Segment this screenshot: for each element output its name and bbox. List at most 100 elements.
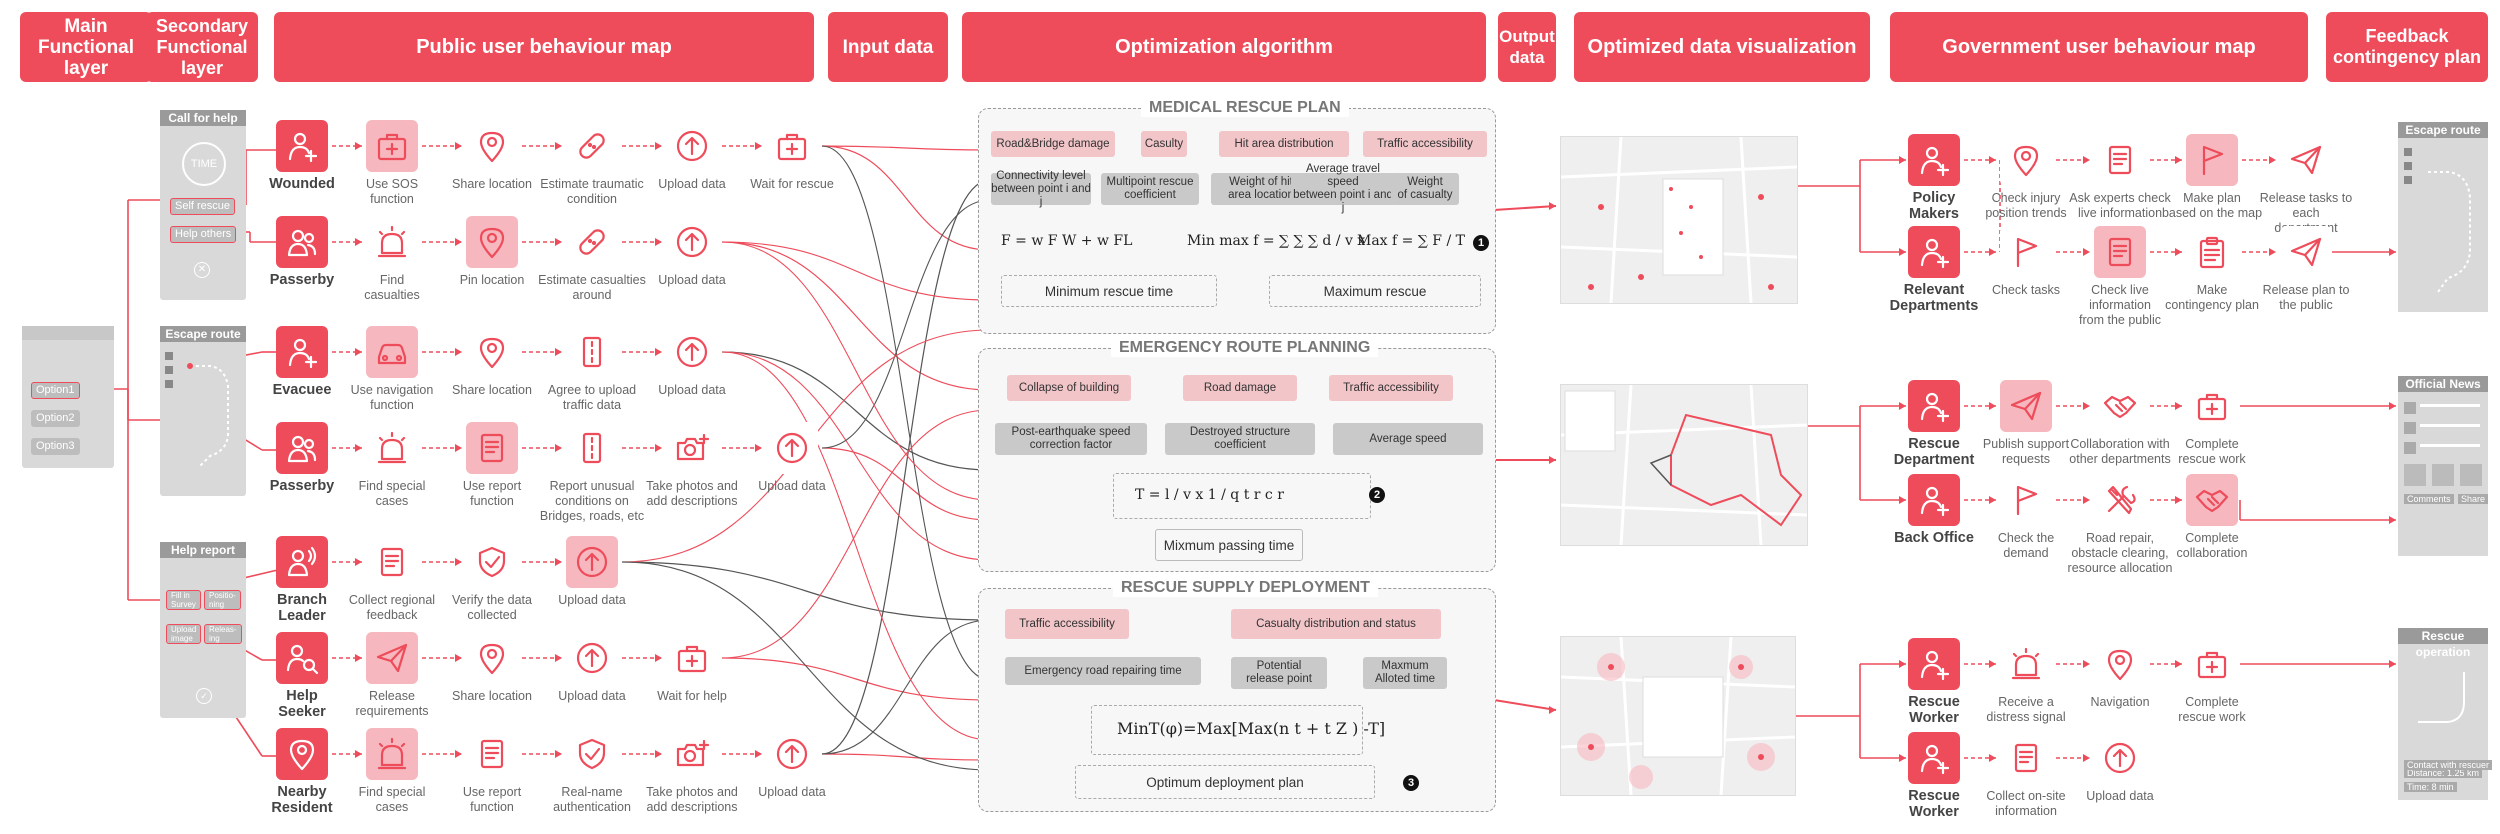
step-g1[interactable]: Check injury position trends xyxy=(1971,134,2081,221)
step-label: Make plan based on the map xyxy=(2161,191,2263,220)
step-q4[interactable]: Take photos and add descriptions xyxy=(637,422,747,509)
step-n3[interactable]: Real-name authentication xyxy=(537,728,647,815)
actor-label: Help Seeker xyxy=(278,688,326,720)
arrow-head xyxy=(1989,754,1996,762)
step-k2[interactable]: Navigation xyxy=(2065,638,2175,710)
paper-plane-icon xyxy=(2280,226,2332,278)
actor-worker2[interactable]: Rescue Worker xyxy=(1879,732,1989,820)
step-p2[interactable]: Pin location xyxy=(437,216,547,288)
fill-survey-button[interactable]: Fill in Survey xyxy=(166,590,201,610)
step-m1[interactable]: Collect on-site information xyxy=(1971,732,2081,819)
actor-label: Passerby xyxy=(269,272,335,288)
step-q3[interactable]: Report unusual conditions on Bridges, ro… xyxy=(537,422,647,524)
step-g2[interactable]: Ask experts check live information xyxy=(2065,134,2175,221)
step-n1[interactable]: Find special cases xyxy=(337,728,447,815)
actor-resident[interactable]: Nearby Resident xyxy=(247,728,357,816)
feedback-escape-route-title: Escape route xyxy=(2398,122,2488,138)
upload-image-button[interactable]: Upload image xyxy=(166,624,202,644)
step-n5[interactable]: Upload data xyxy=(737,728,847,800)
step-o1[interactable]: Check the demand xyxy=(1971,474,2081,561)
step-w3[interactable]: Estimate traumatic condition xyxy=(537,120,647,207)
actor-seeker[interactable]: Help Seeker xyxy=(247,632,357,720)
actor-label: Evacuee xyxy=(272,382,332,398)
step-q1[interactable]: Find special cases xyxy=(337,422,447,509)
step-b3[interactable]: Upload data xyxy=(537,536,647,608)
positioning-button[interactable]: Positio- ning xyxy=(204,590,241,610)
actor-policy[interactable]: Policy Makers xyxy=(1879,134,1989,222)
time-button[interactable]: TIME xyxy=(182,142,226,186)
step-h3[interactable]: Upload data xyxy=(537,632,647,704)
flag-icon xyxy=(2000,474,2052,526)
step-o3[interactable]: Complete collaboration xyxy=(2157,474,2267,561)
step-m2[interactable]: Upload data xyxy=(2065,732,2175,804)
option1-button[interactable]: Option1 xyxy=(31,382,80,399)
share-button[interactable]: Share xyxy=(2458,494,2489,504)
step-p4[interactable]: Upload data xyxy=(637,216,747,288)
step-w1[interactable]: Use SOS function xyxy=(337,120,447,207)
help-others-button[interactable]: Help others xyxy=(170,226,237,243)
contact-rescuer-button[interactable]: Contact with rescuer xyxy=(2404,760,2493,770)
step-k3[interactable]: Complete rescue work xyxy=(2157,638,2267,725)
arrow-head xyxy=(1899,660,1906,668)
step-q2[interactable]: Use report function xyxy=(437,422,547,509)
step-e2[interactable]: Share location xyxy=(437,326,547,398)
step-label: Receive a distress signal xyxy=(1986,695,2066,724)
step-b1[interactable]: Collect regional feedback xyxy=(337,536,447,623)
step-w2[interactable]: Share location xyxy=(437,120,547,192)
step-label: Use SOS function xyxy=(365,177,419,206)
step-n2[interactable]: Use report function xyxy=(437,728,547,815)
step-h2[interactable]: Share location xyxy=(437,632,547,704)
step-h4[interactable]: Wait for help xyxy=(637,632,747,704)
releasing-button[interactable]: Releas- ing xyxy=(204,624,242,644)
actor-rescue_dept[interactable]: Rescue Department xyxy=(1879,380,1989,468)
step-r2[interactable]: Check live information from the public xyxy=(2065,226,2175,328)
document-icon xyxy=(466,728,518,780)
arrow-head xyxy=(2269,248,2276,256)
close-icon[interactable]: ✕ xyxy=(194,262,210,278)
actor-passerby1[interactable]: Passerby xyxy=(247,216,357,288)
step-n4[interactable]: Take photos and add descriptions xyxy=(637,728,747,815)
actor-branch[interactable]: Branch Leader xyxy=(247,536,357,624)
call-for-help-phone: Call for help TIME Self rescue Help othe… xyxy=(160,110,246,300)
step-k1[interactable]: Receive a distress signal xyxy=(1971,638,2081,725)
route-output-passing-time: Mixmum passing time xyxy=(1155,529,1303,561)
step-r3[interactable]: Make contingency plan xyxy=(2157,226,2267,313)
actor-evacuee[interactable]: Evacuee xyxy=(247,326,357,398)
step-e1[interactable]: Use navigation function xyxy=(337,326,447,413)
step-o2[interactable]: Road repair, obstacle clearing, resource… xyxy=(2065,474,2175,576)
person-plus-icon xyxy=(1908,638,1960,690)
location-pin-icon xyxy=(466,216,518,268)
step-g3[interactable]: Make plan based on the map xyxy=(2157,134,2267,221)
step-e4[interactable]: Upload data xyxy=(637,326,747,398)
step-r1[interactable]: Check tasks xyxy=(1971,226,2081,298)
step-label: Check injury position trends xyxy=(1985,191,2067,220)
step-d1[interactable]: Publish support requests xyxy=(1971,380,2081,467)
actor-passerby2[interactable]: Passerby xyxy=(247,422,357,494)
step-p1[interactable]: Find casualties xyxy=(337,216,447,303)
step-h1[interactable]: Release requirements xyxy=(337,632,447,719)
step-r4[interactable]: Release plan to the public xyxy=(2251,226,2361,313)
step-e3[interactable]: Agree to upload traffic data xyxy=(537,326,647,413)
step-label: Share location xyxy=(452,383,532,397)
step-b2[interactable]: Verify the data collected xyxy=(437,536,547,623)
comments-button[interactable]: Comments xyxy=(2404,494,2454,504)
actor-wounded[interactable]: Wounded xyxy=(247,120,357,192)
step-g4[interactable]: Release tasks to each department xyxy=(2251,134,2361,236)
step-label: Complete collaboration xyxy=(2176,531,2248,560)
step-w5[interactable]: Wait for rescue xyxy=(737,120,847,192)
step-p3[interactable]: Estimate casualties around xyxy=(537,216,647,303)
people-icon xyxy=(276,422,328,474)
step-q5[interactable]: Upload data xyxy=(737,422,847,494)
connector-curve xyxy=(721,351,991,741)
actor-relevant[interactable]: Relevant Departments xyxy=(1879,226,1989,314)
actor-worker1[interactable]: Rescue Worker xyxy=(1879,638,1989,726)
actor-back_office[interactable]: Back Office xyxy=(1879,474,1989,546)
step-d2[interactable]: Collaboration with other departments xyxy=(2065,380,2175,467)
step-w4[interactable]: Upload data xyxy=(637,120,747,192)
self-rescue-button[interactable]: Self rescue xyxy=(170,198,236,215)
option2-button[interactable]: Option2 xyxy=(31,410,80,427)
arrow-head xyxy=(555,654,562,662)
step-d3[interactable]: Complete rescue work xyxy=(2157,380,2267,467)
supply-factor-release-point: Potential release point xyxy=(1231,657,1327,689)
option3-button[interactable]: Option3 xyxy=(31,438,80,455)
